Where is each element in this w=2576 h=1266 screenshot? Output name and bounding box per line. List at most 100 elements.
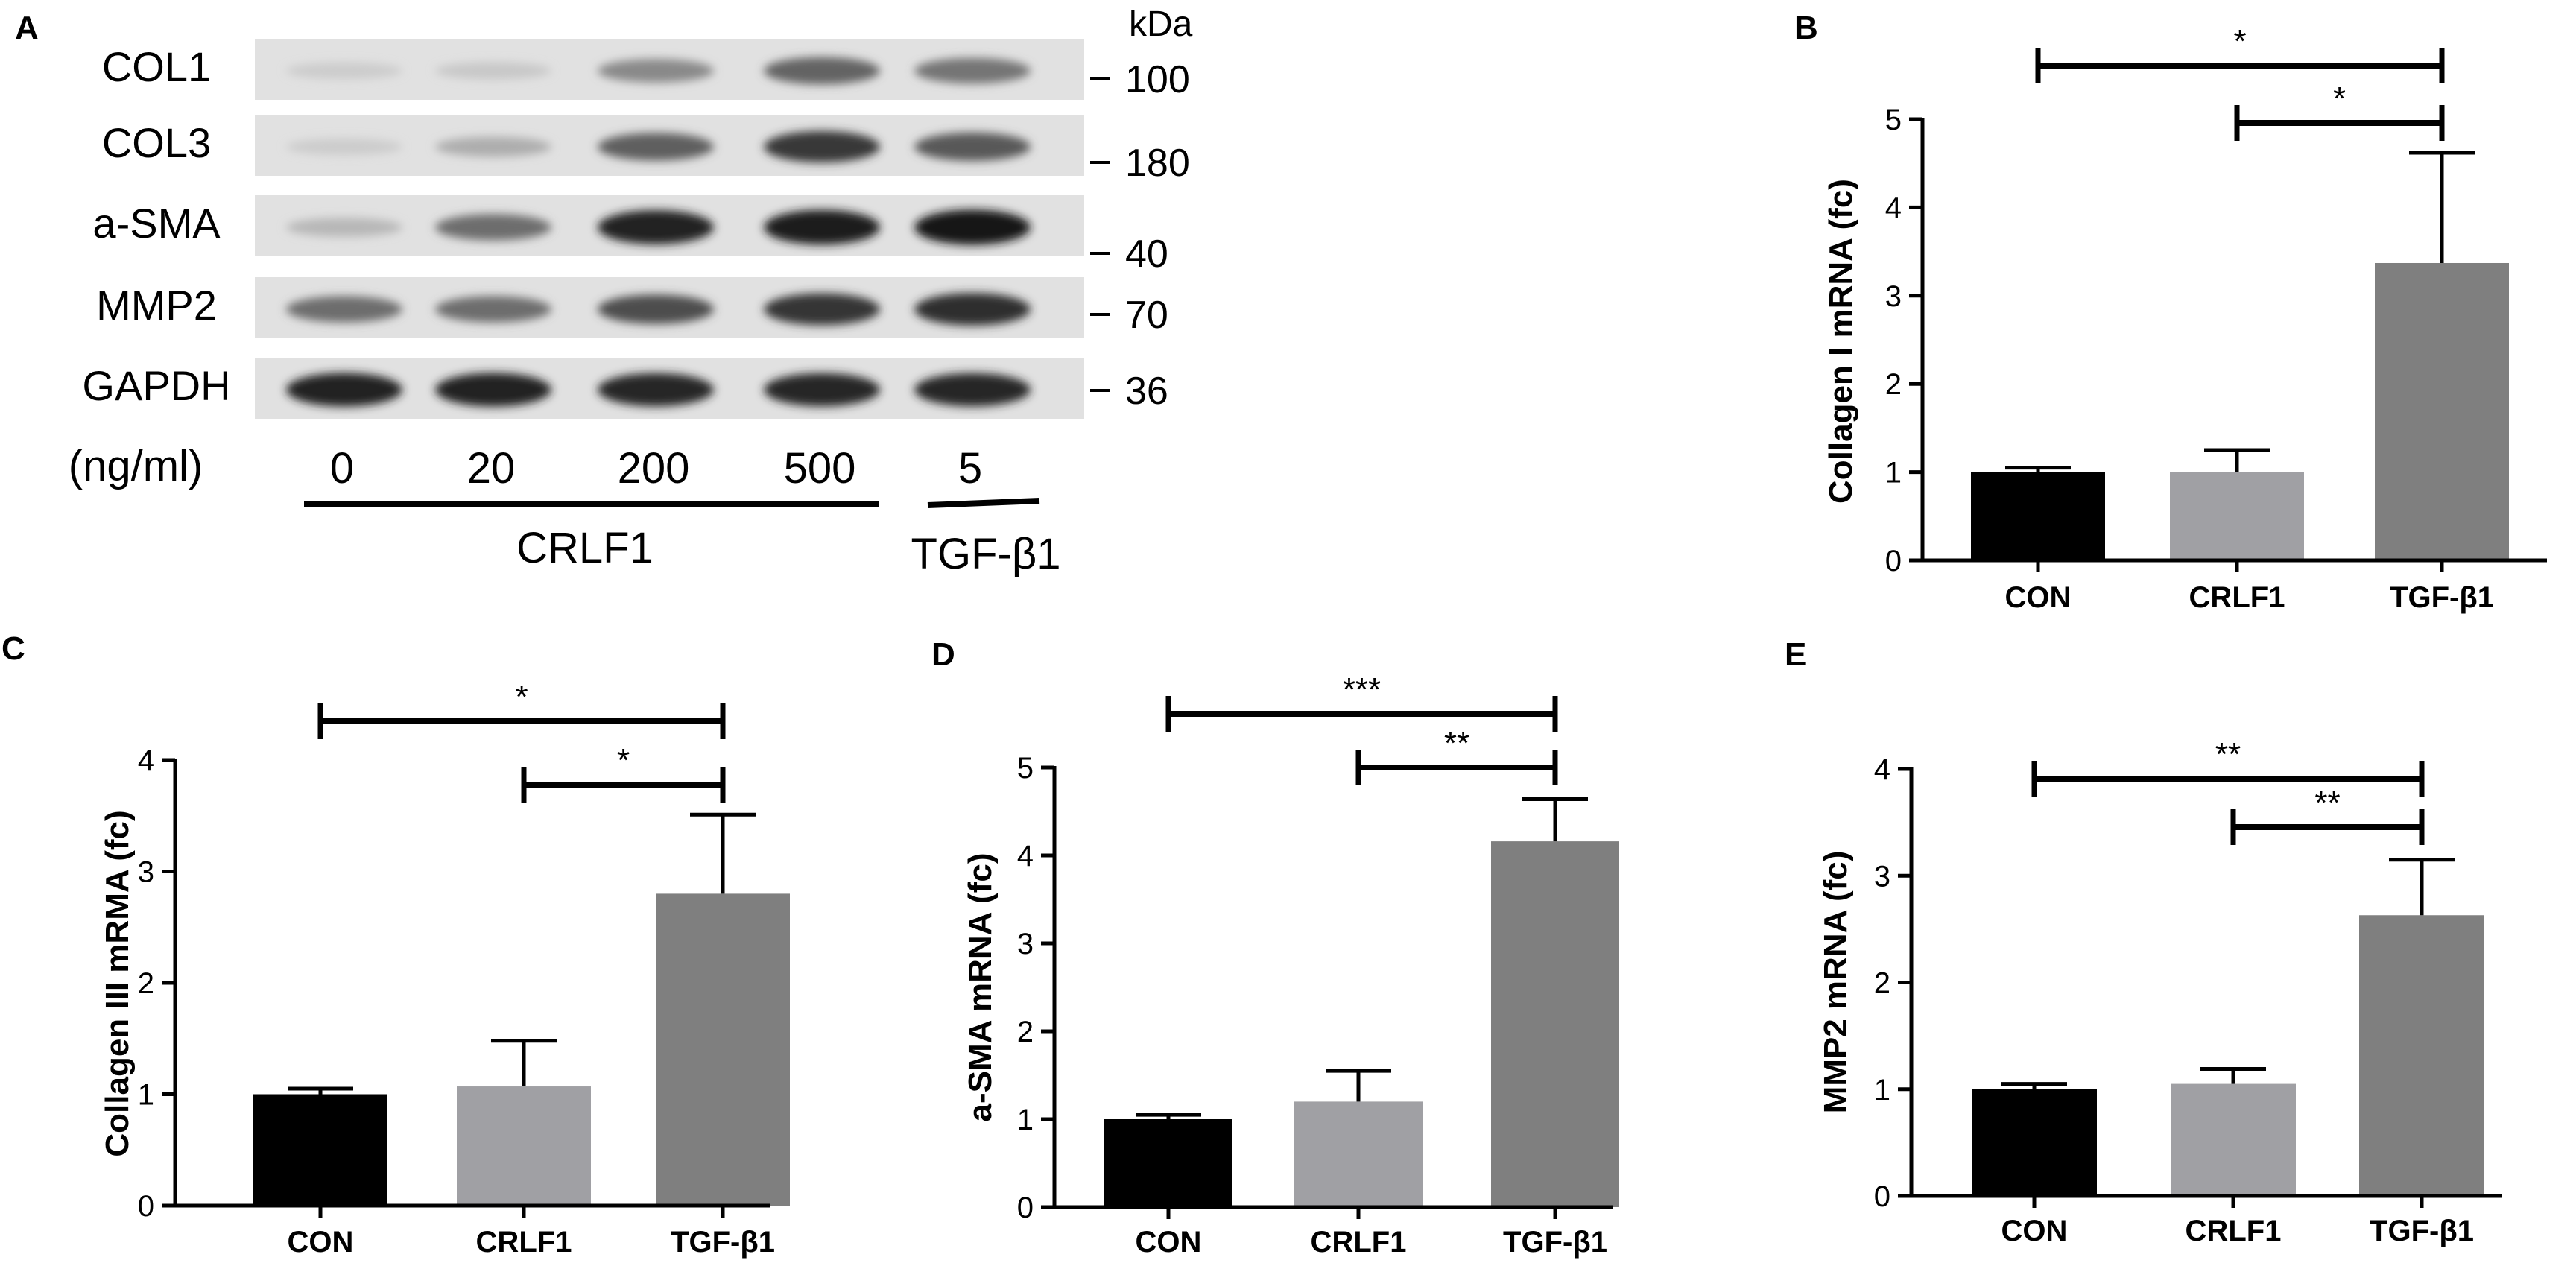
kda-value: 36 (1125, 370, 1168, 413)
panel-e-chart: E CON CRLF1 TGF-β1 0 1 2 3 4 MMP2 mRNA (fc) ** ** (1785, 636, 2502, 1247)
blot-band (598, 373, 714, 407)
x-tick-label: TGF-β1 (671, 1226, 775, 1259)
y-tick-label: 1 (1017, 1104, 1034, 1136)
blot-rows: COL1 100 COL3 180 a-SMA 40 MMP2 70 GAPDH 36 (82, 39, 1190, 419)
y-tick-label: 4 (1885, 192, 1902, 224)
blot-band (286, 373, 402, 407)
blot-band (764, 130, 880, 163)
y-tick-label: 3 (1885, 280, 1902, 313)
blot-band (435, 214, 551, 241)
y-tick-label: 4 (1017, 840, 1034, 873)
blot-band (286, 296, 402, 323)
blot-band (598, 210, 714, 244)
x-tick-label: TGF-β1 (2370, 1215, 2474, 1247)
blot-band (764, 57, 880, 85)
blot-row-col1: COL1 100 (102, 39, 1190, 101)
lane-label: 500 (784, 444, 856, 493)
y-axis-label: Collagen III mRMA (fc) (99, 810, 136, 1156)
x-tick-label: TGF-β1 (1503, 1226, 1607, 1259)
y-tick-label: 4 (1874, 753, 1890, 786)
y-tick-label: 2 (1874, 967, 1890, 1000)
x-tick-label: CON (2001, 1215, 2068, 1247)
kda-label: kDa (1129, 4, 1193, 44)
kda-value: 180 (1125, 142, 1190, 185)
bar-crlf1 (457, 1086, 591, 1206)
blot-band (435, 296, 551, 323)
y-tick-label: 3 (1874, 860, 1890, 893)
lane-label: 5 (958, 444, 982, 493)
panel-b-chart: B CON CRLF1 TGF-β1 0 1 2 3 4 5 Collagen I mRNA (f… (1794, 10, 2547, 614)
bar-con (1971, 472, 2105, 560)
y-tick-label: 0 (1017, 1191, 1034, 1224)
significance-label: * (617, 742, 630, 779)
y-tick-label: 0 (1874, 1180, 1890, 1213)
blot-band (764, 293, 880, 326)
y-tick-label: 2 (1017, 1016, 1034, 1048)
blot-band (286, 138, 402, 156)
bar-tgf-1 (1491, 841, 1619, 1207)
significance-label: ** (1444, 725, 1469, 762)
significance-label: ** (2314, 785, 2340, 821)
blot-band (598, 59, 714, 83)
y-tick-label: 2 (1885, 368, 1902, 401)
lane-label: 0 (330, 444, 354, 493)
significance-label: * (515, 679, 528, 715)
blot-row-gapdh: GAPDH 36 (82, 358, 1168, 419)
x-tick-label: CRLF1 (2189, 581, 2285, 614)
lane-labels: 0 20 200 500 5 (330, 444, 982, 493)
panel-b-label: B (1794, 10, 1818, 46)
y-tick-label: 0 (1885, 545, 1902, 577)
x-tick-label: CRLF1 (1311, 1226, 1407, 1259)
panel-c-label: C (1, 630, 25, 667)
y-tick-label: 1 (1874, 1074, 1890, 1107)
blot-band (286, 62, 402, 80)
y-axis-label: Collagen I mRNA (fc) (1823, 179, 1859, 504)
blot-band (764, 209, 880, 245)
y-tick-label: 4 (138, 744, 154, 777)
x-tick-label: CON (288, 1226, 354, 1259)
x-tick-label: CON (1136, 1226, 1202, 1259)
blot-band (435, 62, 551, 80)
y-tick-label: 1 (138, 1079, 154, 1112)
tgf-group-label: TGF-β1 (911, 530, 1061, 578)
blot-band (914, 293, 1031, 326)
bar-crlf1 (1294, 1101, 1423, 1207)
bar-con (1972, 1089, 2097, 1196)
blot-row-mmp2: MMP2 70 (96, 277, 1168, 338)
panel-d-label: D (931, 636, 955, 673)
tgf-group-bar (927, 498, 1040, 508)
y-tick-label: 5 (1017, 752, 1034, 785)
y-tick-label: 3 (1017, 928, 1034, 960)
significance-label: *** (1343, 671, 1381, 708)
kda-value: 100 (1125, 58, 1190, 101)
bar-tgf-1 (656, 893, 790, 1206)
bar-tgf-1 (2359, 915, 2484, 1196)
blot-band (435, 373, 551, 407)
bar-crlf1 (2170, 472, 2304, 560)
blot-band (914, 373, 1031, 407)
panel-a-western-blot: A kDa COL1 100 COL3 180 a-SMA 40 MMP2 70 GAPDH 36… (15, 4, 1193, 578)
x-tick-label: CRLF1 (476, 1226, 572, 1259)
protein-label: GAPDH (82, 362, 230, 409)
blot-band (598, 133, 714, 161)
panel-a-label: A (15, 10, 39, 46)
unit-label: (ng/ml) (69, 442, 203, 490)
blot-row-a-sma: a-SMA 40 (92, 195, 1168, 276)
y-axis-label: MMP2 mRNA (fc) (1817, 851, 1854, 1114)
bar-crlf1 (2171, 1083, 2296, 1196)
panel-e-label: E (1785, 636, 1806, 673)
protein-label: a-SMA (92, 200, 221, 247)
crlf1-group-label: CRLF1 (516, 524, 654, 572)
lane-label: 200 (618, 444, 690, 493)
blot-band (286, 218, 402, 237)
significance-label: ** (2215, 736, 2241, 773)
blot-band (914, 57, 1031, 84)
blot-band (435, 136, 551, 157)
lane-label: 20 (467, 444, 516, 493)
x-tick-label: TGF-β1 (2390, 581, 2494, 614)
x-tick-label: CRLF1 (2186, 1215, 2282, 1247)
y-tick-label: 5 (1885, 104, 1902, 136)
